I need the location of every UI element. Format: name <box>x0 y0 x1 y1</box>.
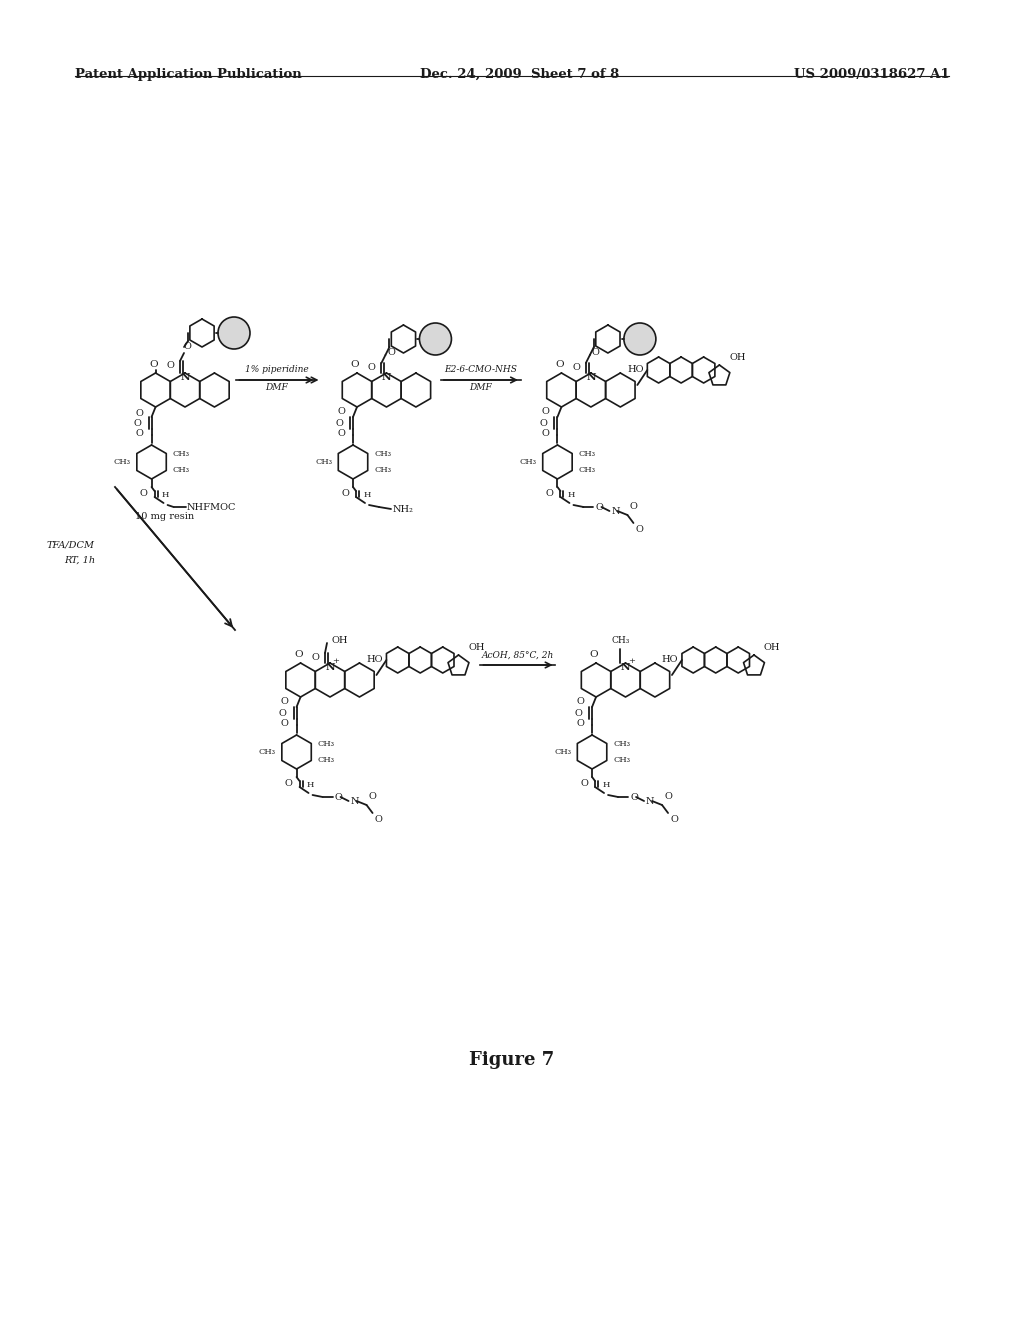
Text: N: N <box>611 507 620 516</box>
Text: CH₃: CH₃ <box>611 636 630 645</box>
Text: O: O <box>139 490 147 499</box>
Text: O: O <box>387 348 395 356</box>
Text: +: + <box>628 657 635 665</box>
Text: NH₂: NH₂ <box>393 504 414 513</box>
Text: O: O <box>136 408 143 417</box>
Circle shape <box>218 317 250 348</box>
Text: O: O <box>630 792 638 801</box>
Text: H: H <box>602 781 609 789</box>
Text: CH₃: CH₃ <box>579 466 595 474</box>
Circle shape <box>420 323 452 355</box>
Text: DMF: DMF <box>265 384 288 392</box>
Text: O: O <box>670 814 678 824</box>
Text: O: O <box>542 408 550 417</box>
Text: CH₃: CH₃ <box>613 741 630 748</box>
Text: CH₃: CH₃ <box>613 756 630 764</box>
Text: O: O <box>595 503 603 511</box>
Text: O: O <box>136 429 143 437</box>
Text: O: O <box>590 649 598 659</box>
Text: O: O <box>375 814 382 824</box>
Text: O: O <box>281 718 289 727</box>
Text: Figure 7: Figure 7 <box>469 1051 555 1069</box>
Text: O: O <box>581 780 588 788</box>
Text: E2-6-CMO-NHS: E2-6-CMO-NHS <box>444 366 517 375</box>
Text: CH₃: CH₃ <box>173 450 189 458</box>
Text: H: H <box>162 491 169 499</box>
Text: O: O <box>341 490 349 499</box>
Text: O: O <box>337 408 345 417</box>
Text: O: O <box>285 780 293 788</box>
Text: Dec. 24, 2009  Sheet 7 of 8: Dec. 24, 2009 Sheet 7 of 8 <box>420 69 620 81</box>
Text: CH₃: CH₃ <box>519 458 537 466</box>
Text: CH₃: CH₃ <box>315 458 332 466</box>
Text: O: O <box>636 524 643 533</box>
Text: O: O <box>555 360 564 370</box>
Text: O: O <box>279 709 287 718</box>
Text: O: O <box>664 792 672 801</box>
Text: O: O <box>368 363 376 372</box>
Text: +: + <box>333 657 339 665</box>
Text: CH₃: CH₃ <box>374 466 391 474</box>
Text: N: N <box>586 374 596 383</box>
Text: CH₃: CH₃ <box>579 450 595 458</box>
Text: CH₃: CH₃ <box>374 450 391 458</box>
Text: OH: OH <box>469 643 485 652</box>
Text: 1% piperidine: 1% piperidine <box>245 366 308 375</box>
Text: H: H <box>567 491 575 499</box>
Text: HO: HO <box>367 656 383 664</box>
Text: O: O <box>577 718 584 727</box>
Text: O: O <box>294 649 303 659</box>
Text: O: O <box>546 490 553 499</box>
Text: CH₃: CH₃ <box>173 466 189 474</box>
Text: RT, 1h: RT, 1h <box>63 556 95 565</box>
Text: O: O <box>574 709 582 718</box>
Text: OH: OH <box>764 643 780 652</box>
Text: CH₃: CH₃ <box>317 741 335 748</box>
Text: O: O <box>281 697 289 706</box>
Text: O: O <box>311 653 319 663</box>
Text: N: N <box>382 374 391 383</box>
Text: HO: HO <box>662 656 678 664</box>
Text: OH: OH <box>729 352 745 362</box>
Text: O: O <box>577 697 584 706</box>
Text: N: N <box>646 796 654 805</box>
Text: Patent Application Publication: Patent Application Publication <box>75 69 302 81</box>
Text: N: N <box>621 664 630 672</box>
Text: O: O <box>592 348 600 356</box>
Text: CH₃: CH₃ <box>258 748 275 756</box>
Text: O: O <box>542 429 550 437</box>
Text: O: O <box>150 360 158 370</box>
Text: O: O <box>337 429 345 437</box>
Text: N: N <box>326 664 335 672</box>
Circle shape <box>624 323 656 355</box>
Text: O: O <box>350 360 359 370</box>
Text: N: N <box>180 374 189 383</box>
Text: CH₃: CH₃ <box>554 748 571 756</box>
Text: O: O <box>540 418 548 428</box>
Text: AcOH, 85°C, 2h: AcOH, 85°C, 2h <box>482 651 554 660</box>
Text: TFA/DCM: TFA/DCM <box>47 540 95 549</box>
Text: H: H <box>364 491 371 499</box>
Text: O: O <box>134 418 141 428</box>
Text: US 2009/0318627 A1: US 2009/0318627 A1 <box>795 69 950 81</box>
Text: O: O <box>572 363 580 372</box>
Text: O: O <box>335 418 343 428</box>
Text: DMF: DMF <box>470 384 493 392</box>
Text: H: H <box>307 781 314 789</box>
Text: O: O <box>630 502 637 511</box>
Text: CH₃: CH₃ <box>317 756 335 764</box>
Text: O: O <box>184 342 191 351</box>
Text: O: O <box>335 792 342 801</box>
Text: CH₃: CH₃ <box>114 458 130 466</box>
Text: HO: HO <box>627 366 644 375</box>
Text: O: O <box>166 362 174 371</box>
Text: N: N <box>350 796 359 805</box>
Text: NHFMOC: NHFMOC <box>186 503 236 511</box>
Text: 10 mg resin: 10 mg resin <box>135 512 195 521</box>
Text: OH: OH <box>331 636 347 645</box>
Text: O: O <box>369 792 377 801</box>
